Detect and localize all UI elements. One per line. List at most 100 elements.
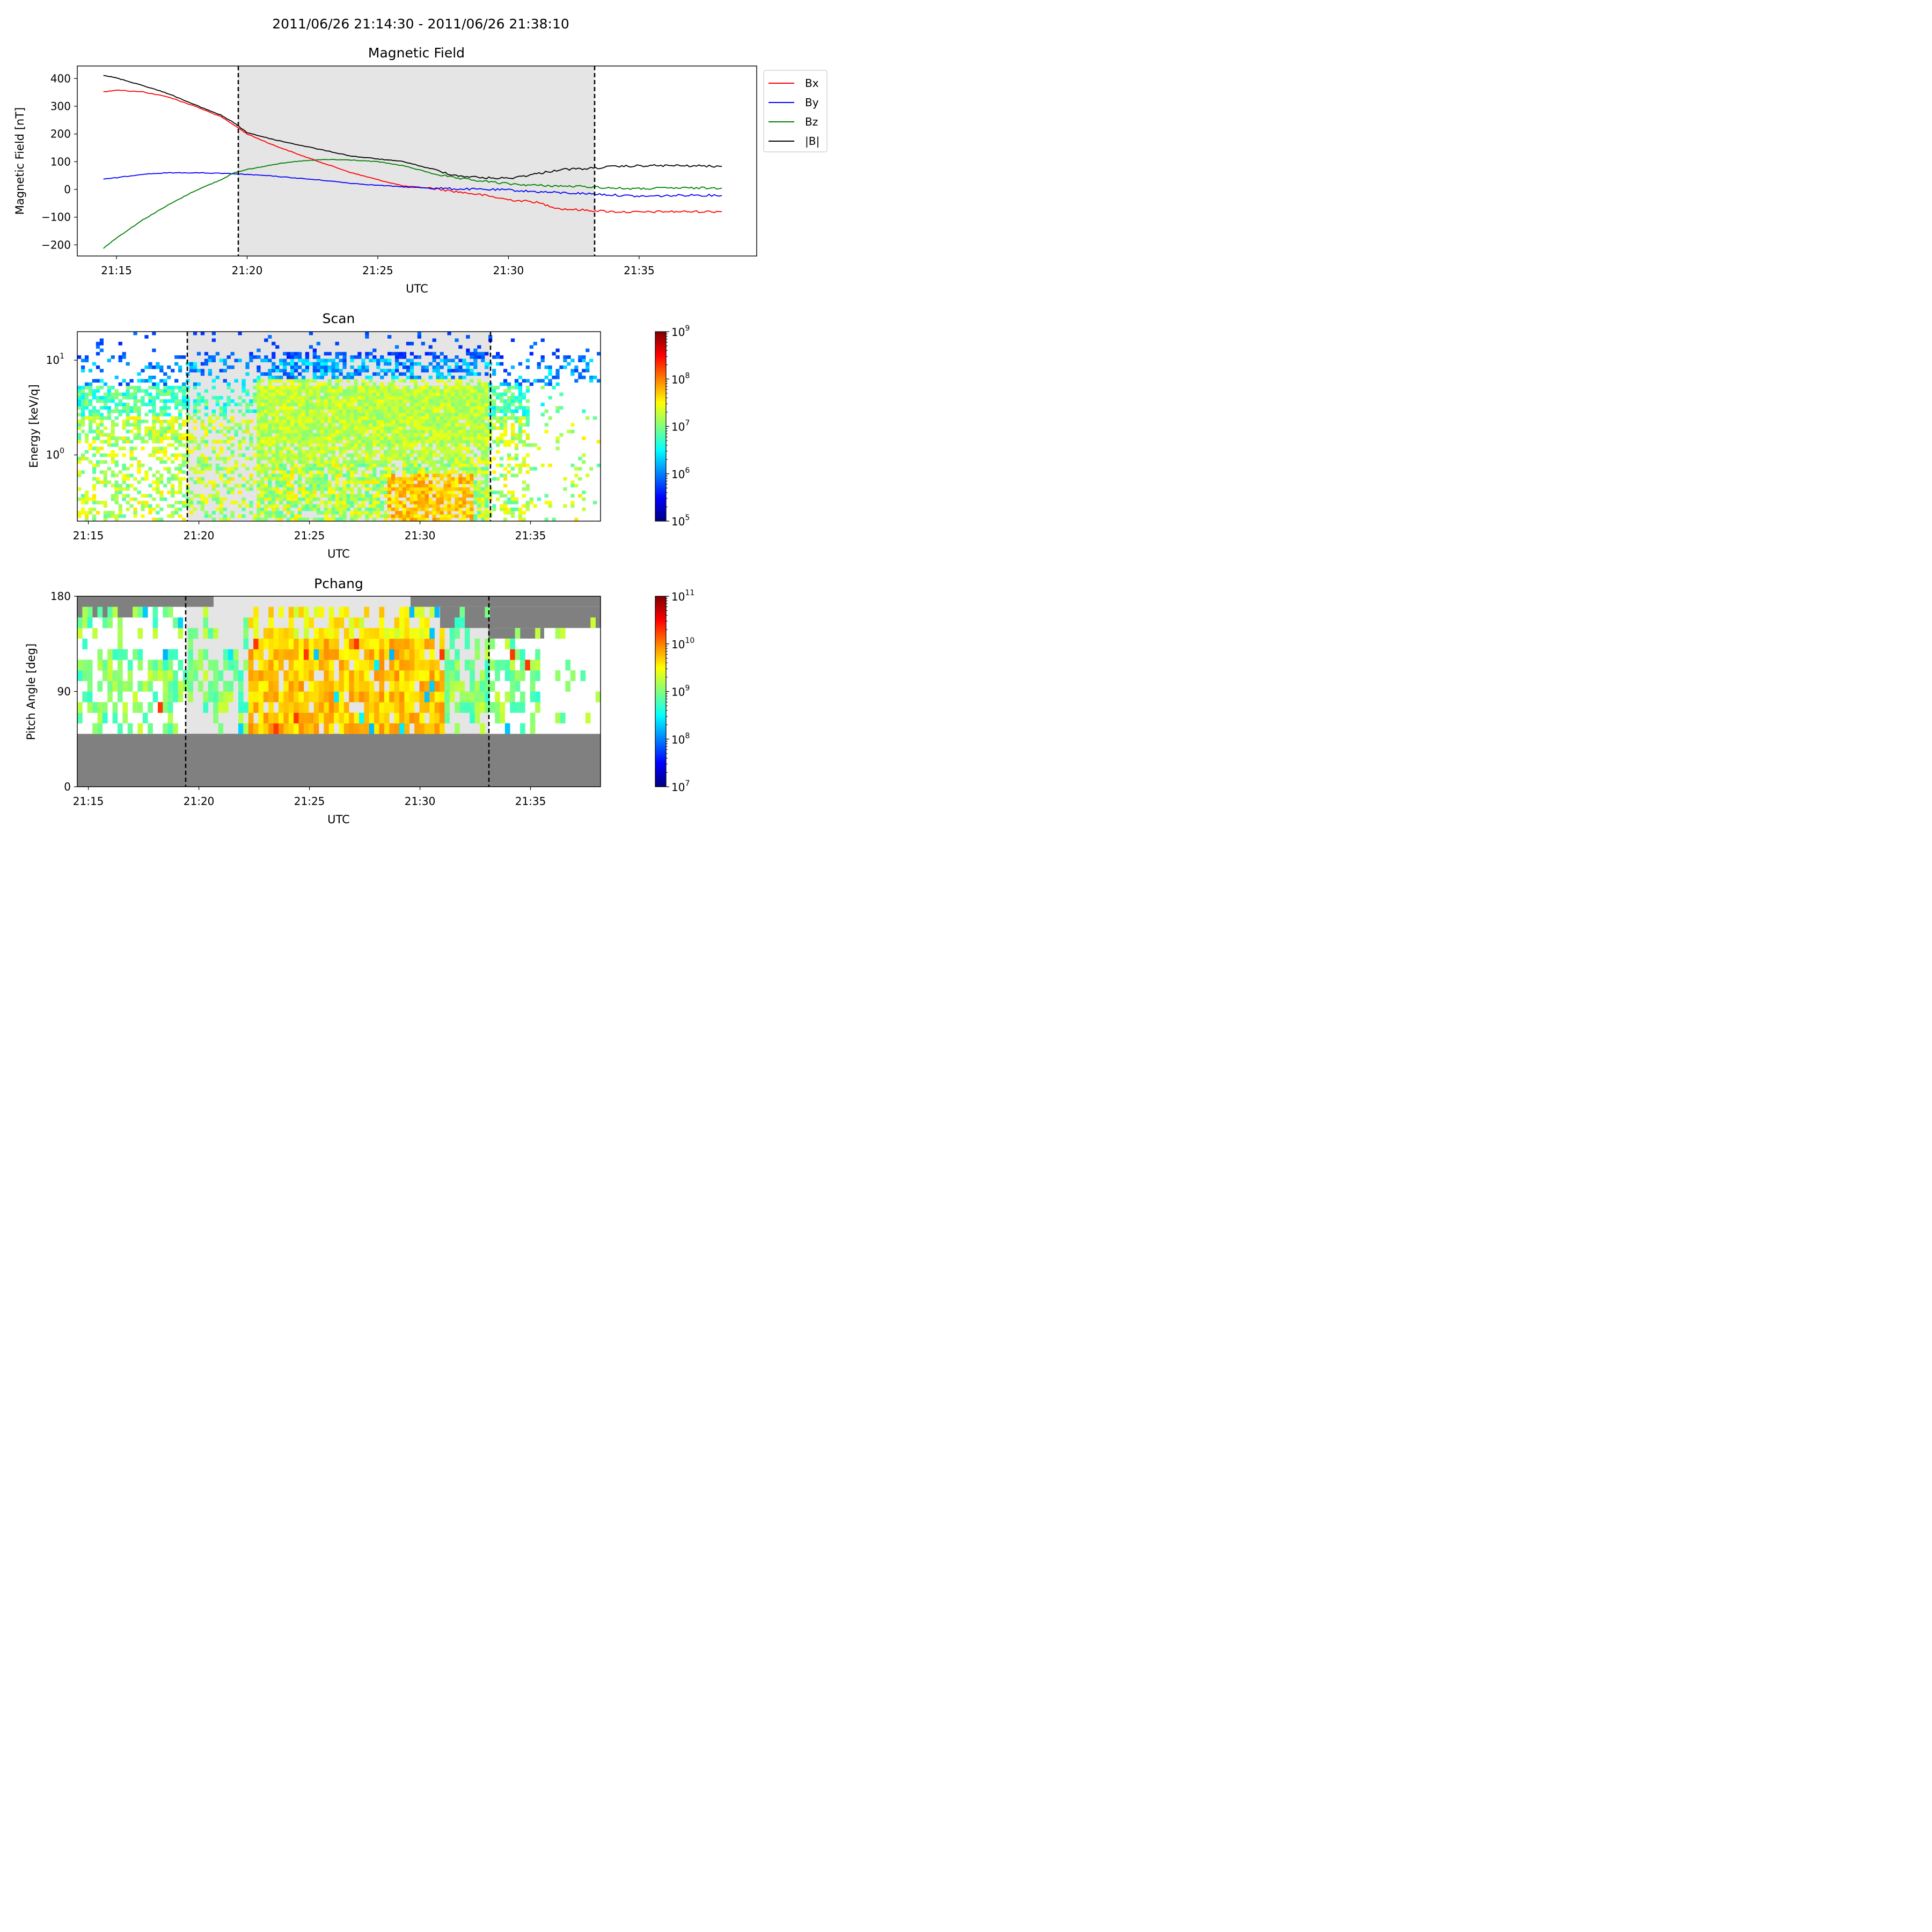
scan-cell (137, 413, 141, 416)
scan-cell (477, 447, 481, 450)
colorbar-segment (655, 716, 666, 720)
pchang-cell (107, 691, 113, 702)
scan-cell (283, 457, 287, 460)
scan-cell (92, 419, 97, 423)
scan-cell (376, 402, 380, 406)
scan-cell (455, 382, 459, 386)
scan-cell (234, 423, 238, 427)
scan-cell (586, 365, 590, 369)
scan-cell (544, 517, 548, 522)
scan-cell (372, 433, 377, 437)
pchang-cell (152, 691, 158, 702)
scan-cell (297, 406, 302, 410)
scan-cell (409, 501, 414, 504)
scan-cell (533, 341, 537, 346)
scan-cell (309, 419, 313, 423)
scan-cell (380, 406, 384, 410)
scan-cell (443, 517, 448, 522)
scan-cell (462, 358, 466, 363)
scan-cell (402, 484, 407, 488)
scan-cell (141, 501, 145, 504)
colorbar-segment (655, 413, 666, 416)
scan-cell (223, 433, 227, 437)
scan-cell (342, 375, 347, 379)
scan-cell (387, 467, 392, 471)
scan-cell (200, 436, 205, 441)
scan-cell (409, 406, 414, 410)
pchang-cell (223, 649, 229, 660)
pchang-cell (480, 723, 485, 734)
pchang-cell (163, 702, 169, 713)
scan-cell (391, 375, 396, 379)
scan-cell (174, 399, 179, 403)
scan-cell (462, 467, 466, 471)
pchang-cell (369, 702, 375, 713)
scan-cell (492, 406, 496, 410)
scan-cell (80, 470, 85, 474)
scan-cell (287, 413, 291, 416)
scan-cell (361, 463, 365, 467)
pchang-cell (112, 606, 118, 618)
scan-cell (436, 440, 440, 444)
scan-cell (380, 382, 384, 386)
scan-cell (301, 436, 306, 441)
scan-cell (84, 450, 89, 454)
scan-cell (477, 413, 481, 416)
scan-cell (417, 335, 422, 339)
scan-cell (122, 467, 126, 471)
scan-cell (264, 507, 268, 511)
scan-cell (499, 491, 504, 494)
scan-cell (384, 419, 388, 423)
scan-cell (458, 365, 463, 369)
scan-cell (443, 447, 448, 450)
scan-cell (253, 480, 257, 484)
colorbar-segment (655, 435, 666, 437)
scan-cell (204, 457, 209, 460)
scan-cell (391, 457, 396, 460)
scan-cell (455, 457, 459, 460)
scan-cell (268, 406, 272, 410)
scan-cell (77, 419, 82, 423)
scan-cell (589, 467, 594, 471)
scan-cell (324, 365, 328, 369)
scan-cell (167, 423, 171, 427)
colorbar-segment (655, 458, 666, 460)
pchang-cell (77, 617, 83, 628)
scan-cell (443, 392, 448, 397)
scan-cell (409, 429, 414, 434)
scan-cell (253, 453, 257, 457)
scan-cell (230, 450, 235, 454)
scan-cell (290, 409, 295, 413)
scan-cell (297, 480, 302, 484)
pchang-cell (339, 649, 345, 660)
scan-cell (409, 450, 414, 454)
scan-cell (440, 491, 444, 494)
scan-cell (312, 440, 317, 444)
legend-frame (763, 70, 828, 152)
scan-cell (215, 484, 219, 488)
scan-cell (294, 463, 298, 467)
scan-cell (413, 450, 418, 454)
scan-cell (380, 399, 384, 403)
scan-cell (327, 497, 332, 501)
scan-cell (268, 460, 272, 464)
scan-cell (455, 392, 459, 397)
colorbar-segment (655, 664, 666, 667)
scan-cell (230, 514, 235, 518)
pchang-cell (303, 638, 309, 649)
scan-cell (376, 484, 380, 488)
scan-cell (402, 460, 407, 464)
scan-cell (485, 477, 489, 481)
scan-cell (103, 426, 108, 430)
scan-cell (376, 440, 380, 444)
scan-cell (275, 399, 280, 403)
scan-cell (507, 463, 511, 467)
scan-cell (331, 453, 335, 457)
scan-cell (301, 429, 306, 434)
scan-cell (215, 352, 219, 356)
scan-cell (540, 385, 545, 390)
scan-cell (361, 433, 365, 437)
scan-cell (316, 470, 320, 474)
pchang-cell (419, 670, 425, 682)
scan-cell (88, 497, 93, 501)
